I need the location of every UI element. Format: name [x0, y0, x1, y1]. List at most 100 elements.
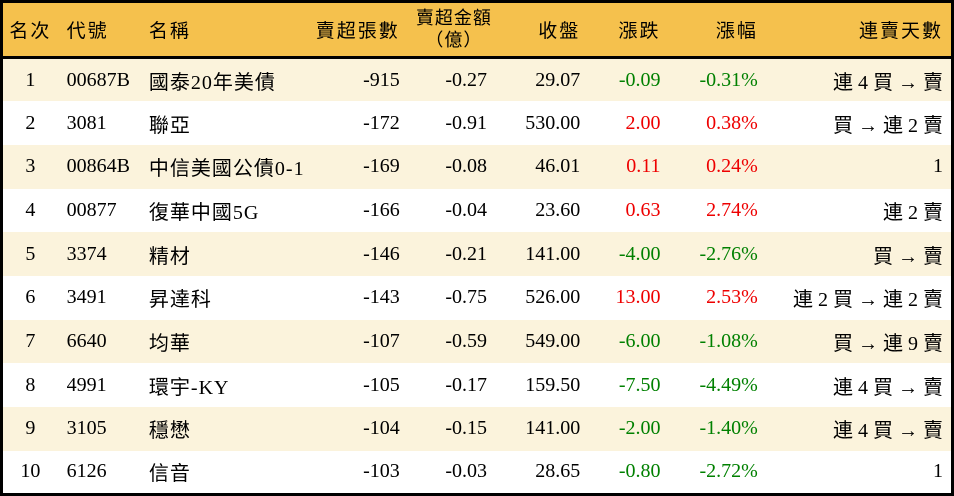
cell-code: 00877	[57, 188, 140, 233]
cell-change: -4.00	[590, 232, 671, 276]
column-header-change: 漲跌	[590, 1, 671, 59]
cell-code: 4991	[57, 363, 140, 407]
cell-rank: 5	[1, 232, 58, 276]
table-header: 名次 代號 名稱 賣超張數 賣超金額 （億） 收盤 漲跌 漲幅 連賣天數	[1, 1, 953, 59]
cell-close: 23.60	[497, 188, 591, 233]
table-row: 4 00877 復華中國5G -166 -0.04 23.60 0.63 2.74% 連 2 賣	[1, 188, 953, 233]
column-header-rank: 名次	[1, 1, 58, 59]
cell-rank: 7	[1, 319, 58, 364]
cell-volume: -107	[312, 319, 410, 364]
cell-code: 00864B	[57, 144, 140, 189]
cell-name: 均華	[139, 319, 313, 364]
cell-volume: -105	[312, 363, 410, 407]
cell-streak: 連 4 買 → 賣	[767, 363, 953, 407]
cell-volume: -104	[312, 407, 410, 451]
cell-volume: -146	[312, 232, 410, 276]
cell-change: -0.80	[590, 450, 671, 495]
cell-streak: 買 → 賣	[767, 232, 953, 276]
cell-streak: 1	[767, 144, 953, 189]
cell-name: 環宇-KY	[139, 363, 313, 407]
cell-change_pct: -2.72%	[670, 450, 768, 495]
cell-change_pct: -2.76%	[670, 232, 768, 276]
column-header-close: 收盤	[497, 1, 591, 59]
column-header-amount: 賣超金額 （億）	[409, 1, 498, 59]
cell-amount: -0.27	[409, 57, 498, 102]
cell-rank: 8	[1, 363, 58, 407]
cell-change: 2.00	[590, 101, 671, 145]
cell-change_pct: 0.38%	[670, 101, 768, 145]
cell-close: 530.00	[497, 101, 591, 145]
column-header-volume: 賣超張數	[312, 1, 410, 59]
cell-amount: -0.17	[409, 363, 498, 407]
cell-amount: -0.91	[409, 101, 498, 145]
table-row: 10 6126 信音 -103 -0.03 28.65 -0.80 -2.72% 1	[1, 450, 953, 495]
cell-volume: -169	[312, 144, 410, 189]
cell-rank: 3	[1, 144, 58, 189]
table-row: 3 00864B 中信美國公債0-1 -169 -0.08 46.01 0.11 0.24% 1	[1, 144, 953, 189]
column-header-streak: 連賣天數	[767, 1, 953, 59]
cell-rank: 9	[1, 407, 58, 451]
cell-name: 復華中國5G	[139, 188, 313, 233]
cell-streak: 連 4 買 → 賣	[767, 57, 953, 102]
cell-volume: -103	[312, 450, 410, 495]
cell-close: 526.00	[497, 275, 591, 320]
cell-name: 國泰20年美債	[139, 57, 313, 102]
table-row: 8 4991 環宇-KY -105 -0.17 159.50 -7.50 -4.49% 連 4 …	[1, 363, 953, 407]
cell-change: 0.11	[590, 144, 671, 189]
cell-volume: -166	[312, 188, 410, 233]
cell-code: 3105	[57, 407, 140, 451]
cell-amount: -0.15	[409, 407, 498, 451]
cell-name: 信音	[139, 450, 313, 495]
cell-close: 28.65	[497, 450, 591, 495]
table-header-row: 名次 代號 名稱 賣超張數 賣超金額 （億） 收盤 漲跌 漲幅 連賣天數	[1, 1, 953, 59]
cell-volume: -143	[312, 275, 410, 320]
cell-streak: 連 2 買 → 連 2 賣	[767, 275, 953, 320]
table-row: 2 3081 聯亞 -172 -0.91 530.00 2.00 0.38% 買 → 連 2 賣	[1, 101, 953, 145]
cell-amount: -0.21	[409, 232, 498, 276]
cell-name: 中信美國公債0-1	[139, 144, 313, 189]
cell-change: -7.50	[590, 363, 671, 407]
cell-close: 141.00	[497, 407, 591, 451]
cell-close: 141.00	[497, 232, 591, 276]
cell-amount: -0.75	[409, 275, 498, 320]
cell-volume: -915	[312, 57, 410, 102]
cell-close: 549.00	[497, 319, 591, 364]
cell-amount: -0.08	[409, 144, 498, 189]
cell-rank: 4	[1, 188, 58, 233]
cell-change_pct: 0.24%	[670, 144, 768, 189]
cell-code: 00687B	[57, 57, 140, 102]
cell-rank: 6	[1, 275, 58, 320]
cell-name: 精材	[139, 232, 313, 276]
cell-rank: 10	[1, 450, 58, 495]
cell-volume: -172	[312, 101, 410, 145]
table-row: 9 3105 穩懋 -104 -0.15 141.00 -2.00 -1.40% 連 4 買 →…	[1, 407, 953, 451]
cell-change_pct: -0.31%	[670, 57, 768, 102]
cell-code: 3374	[57, 232, 140, 276]
cell-change_pct: -4.49%	[670, 363, 768, 407]
table-row: 1 00687B 國泰20年美債 -915 -0.27 29.07 -0.09 -0.31% 連…	[1, 57, 953, 102]
cell-rank: 1	[1, 57, 58, 102]
column-header-change_pct: 漲幅	[670, 1, 768, 59]
cell-amount: -0.03	[409, 450, 498, 495]
cell-change: 0.63	[590, 188, 671, 233]
cell-code: 3491	[57, 275, 140, 320]
cell-amount: -0.04	[409, 188, 498, 233]
column-header-line2: （億）	[425, 29, 483, 50]
table-row: 5 3374 精材 -146 -0.21 141.00 -4.00 -2.76% 買 → 賣	[1, 232, 953, 276]
cell-change_pct: 2.53%	[670, 275, 768, 320]
cell-code: 6640	[57, 319, 140, 364]
cell-code: 6126	[57, 450, 140, 495]
cell-amount: -0.59	[409, 319, 498, 364]
cell-change_pct: -1.40%	[670, 407, 768, 451]
cell-change: -6.00	[590, 319, 671, 364]
cell-streak: 連 4 買 → 賣	[767, 407, 953, 451]
column-header-code: 代號	[57, 1, 140, 59]
cell-name: 昇達科	[139, 275, 313, 320]
column-header-name: 名稱	[139, 1, 313, 59]
table-row: 7 6640 均華 -107 -0.59 549.00 -6.00 -1.08% 買 → 連 9…	[1, 319, 953, 364]
cell-change: -0.09	[590, 57, 671, 102]
cell-streak: 1	[767, 450, 953, 495]
cell-change_pct: -1.08%	[670, 319, 768, 364]
table-row: 6 3491 昇達科 -143 -0.75 526.00 13.00 2.53% 連 2 買 →…	[1, 275, 953, 320]
